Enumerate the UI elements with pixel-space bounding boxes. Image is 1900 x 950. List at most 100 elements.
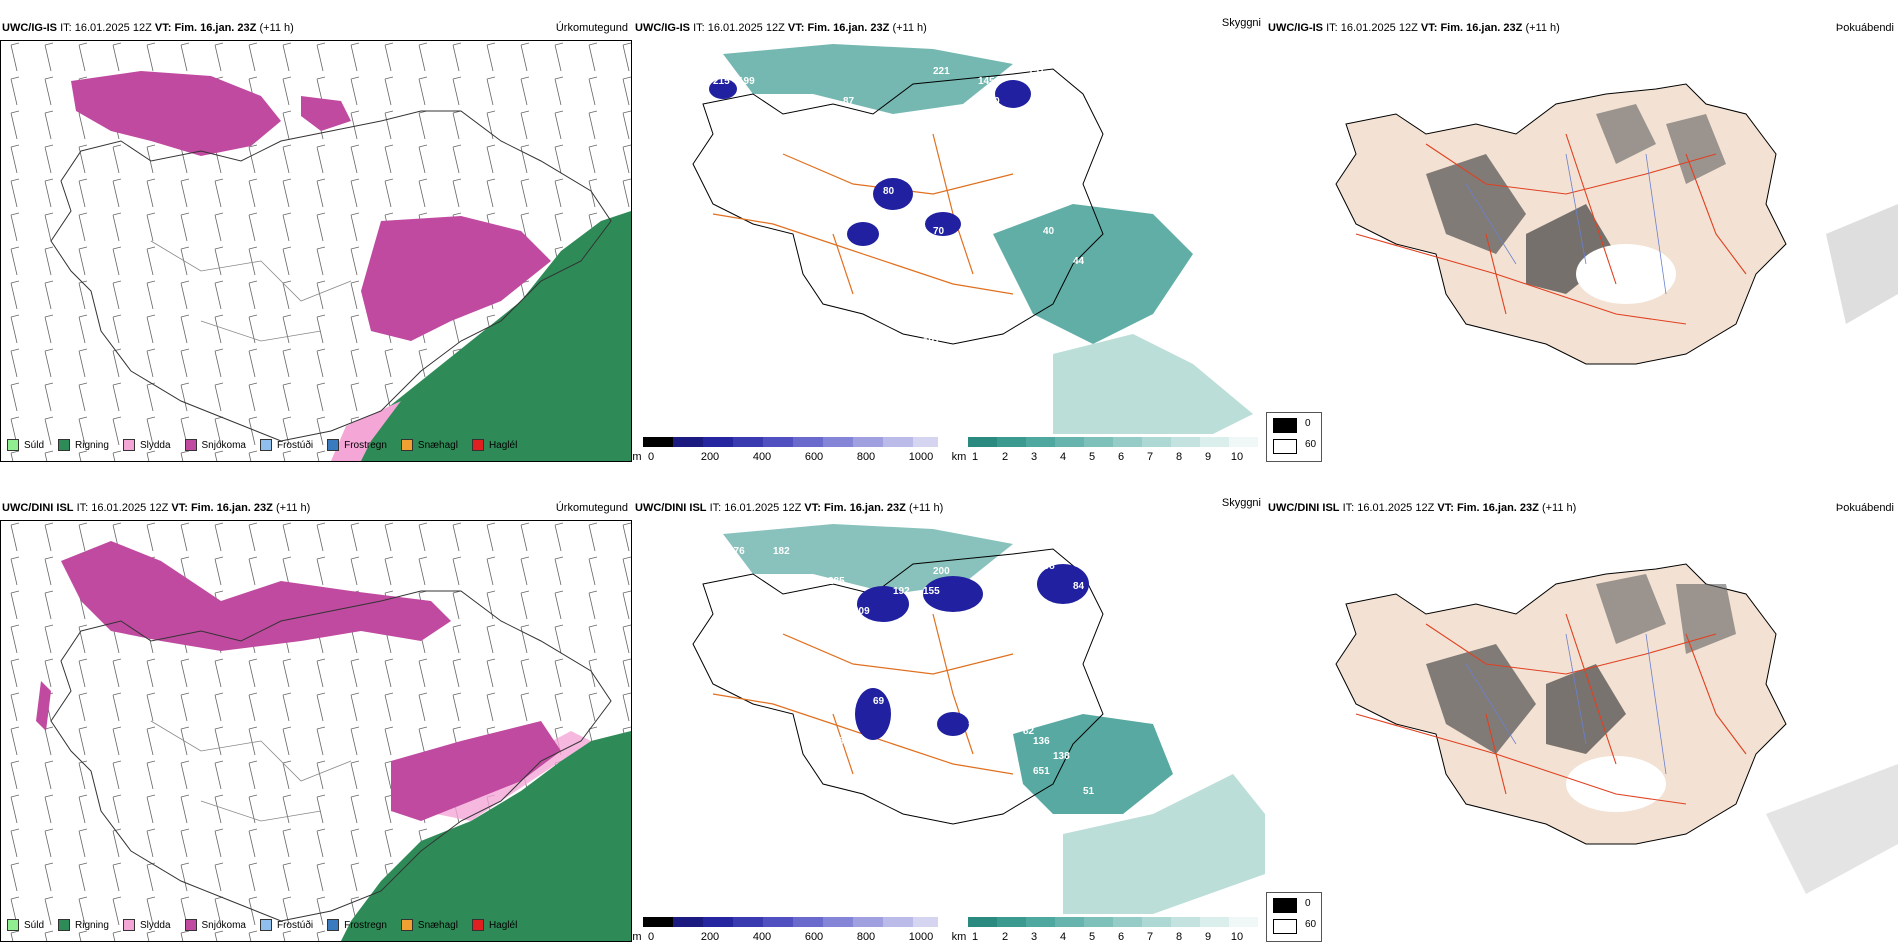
legend-item: Slydda <box>122 919 171 931</box>
colorbar-tick: 800 <box>856 451 876 463</box>
colorbar-bin <box>1055 437 1084 447</box>
colorbar-tick: 2 <box>1001 931 1009 943</box>
colorbar-bin <box>1142 437 1171 447</box>
visibility-value-label: 136 <box>1033 736 1050 747</box>
colorbar-tick: 600 <box>804 931 824 943</box>
legend-item: Slydda <box>122 439 171 451</box>
colorbar-bin <box>643 437 673 447</box>
colorbar-tick: 200 <box>700 451 720 463</box>
colorbar-tick: 3 <box>1030 931 1038 943</box>
visibility-value-label: 145 <box>978 76 995 87</box>
visibility-panel-bottom: UWC/DINI ISL IT: 16.01.2025 12Z VT: Fim.… <box>632 480 1265 950</box>
colorbar-bin <box>793 917 823 927</box>
panel-variable-name: Þokuábendi <box>1835 22 1894 34</box>
panel-title: UWC/DINI ISL IT: 16.01.2025 12Z VT: Fim.… <box>635 502 944 514</box>
fog-legend-value: 60 <box>1305 919 1317 930</box>
precip-type-map: Súld Rigning Slydda Snjókoma Frostúði Fr… <box>0 520 632 942</box>
visibility-value-label: 80 <box>883 186 895 197</box>
fog-area <box>1546 664 1626 754</box>
very-low-vis-spot <box>1037 564 1089 604</box>
fog-legend-swatch-low <box>1273 439 1297 454</box>
colorbar-bin <box>703 437 733 447</box>
colorbar-tick: 10 <box>1230 931 1244 943</box>
legend-swatch <box>327 919 340 931</box>
colorbar-tick: 5 <box>1088 451 1096 463</box>
coastline <box>50 110 612 442</box>
colorbar-tick: 400 <box>752 451 772 463</box>
colorbar-tick: 800 <box>856 931 876 943</box>
fog-index-map <box>1266 34 1898 464</box>
fog-sea <box>1766 764 1898 894</box>
legend-swatch <box>184 439 197 451</box>
visibility-value-label: 182 <box>773 546 790 557</box>
visibility-value-label: 40 <box>1043 226 1055 237</box>
fog-index-panel-top: UWC/IG-IS IT: 16.01.2025 12Z VT: Fim. 16… <box>1266 0 1898 470</box>
colorbar-tick: 0 <box>647 931 655 943</box>
colorbar-tick: 10 <box>1230 451 1244 463</box>
visibility-colorbar-m: m 0 200 400 600 800 1000 <box>632 437 943 463</box>
colorbar-tick: 400 <box>752 931 772 943</box>
visibility-value-label: 87 <box>843 96 855 107</box>
precip-type-panel-bottom: UWC/DINI ISL IT: 16.01.2025 12Z VT: Fim.… <box>0 480 632 950</box>
colorbar-bin <box>1200 437 1229 447</box>
fog-sea <box>1826 204 1898 324</box>
visibility-value-label: 209 <box>853 606 870 617</box>
colorbar-bin <box>673 437 703 447</box>
visibility-value-label: 199 <box>738 76 755 87</box>
very-low-vis-spot <box>925 212 961 236</box>
visibility-value-label: 60 <box>843 116 855 127</box>
low-vis-area-east <box>993 204 1193 344</box>
legend-swatch <box>7 919 19 931</box>
fog-index-panel-bottom: UWC/DINI ISL IT: 16.01.2025 12Z VT: Fim.… <box>1266 480 1898 950</box>
colorbar-bin <box>997 437 1026 447</box>
colorbar-bin <box>823 917 853 927</box>
fog-area <box>1676 584 1736 654</box>
colorbar-tick: 8 <box>1175 931 1183 943</box>
colorbar-bin <box>883 437 913 447</box>
legend-swatch <box>58 439 71 451</box>
fog-area <box>1596 104 1656 164</box>
visibility-value-label: 151 <box>943 156 960 167</box>
colorbar-bin <box>997 917 1026 927</box>
colorbar-bin <box>1026 437 1055 447</box>
legend-swatch <box>7 439 19 451</box>
colorbar-tick: 1000 <box>908 451 934 463</box>
fog-legend-swatch-high <box>1273 898 1297 913</box>
colorbar-bin <box>643 917 673 927</box>
legend-swatch <box>259 439 272 451</box>
legend-swatch <box>471 919 484 931</box>
very-low-vis-spot <box>923 576 983 612</box>
fog-legend-value: 0 <box>1305 418 1311 429</box>
very-low-vis-spot <box>847 222 879 246</box>
legend-item: Snæhagl <box>400 919 458 931</box>
precip-legend: Súld Rigning Slydda Snjókoma Frostúði Fr… <box>7 919 517 931</box>
snow-area-east <box>361 216 551 341</box>
colorbar-tick: 1000 <box>908 931 934 943</box>
visibility-value-label: 161 <box>893 356 910 367</box>
road-network <box>712 133 1014 295</box>
colorbar-unit: km <box>951 451 967 463</box>
colorbar-bin <box>733 437 763 447</box>
fog-legend-swatch-low <box>1273 919 1297 934</box>
fog-area <box>1666 114 1726 184</box>
colorbar-bin <box>733 917 763 927</box>
precip-type-panel-top: UWC/IG-IS IT: 16.01.2025 12Z VT: Fim. 16… <box>0 0 632 470</box>
legend-item: Frostregn <box>327 919 387 931</box>
visibility-value-label: 153 <box>898 156 915 167</box>
colorbar-bin <box>793 437 823 447</box>
coastline <box>50 590 612 922</box>
very-low-vis-spot <box>709 79 737 99</box>
fog-legend-value: 0 <box>1305 898 1311 909</box>
visibility-value-label: 160 <box>983 96 1000 107</box>
very-low-vis-spot <box>857 586 909 622</box>
legend-swatch <box>122 439 135 451</box>
colorbar-bin <box>763 917 793 927</box>
snow-area-north <box>61 541 451 651</box>
road-network <box>1355 613 1747 805</box>
legend-swatch <box>471 439 484 451</box>
visibility-value-label: 51 <box>1083 786 1095 797</box>
legend-swatch <box>400 919 413 931</box>
legend-item: Snjókoma <box>184 439 246 451</box>
colorbar-tick: 9 <box>1204 451 1212 463</box>
